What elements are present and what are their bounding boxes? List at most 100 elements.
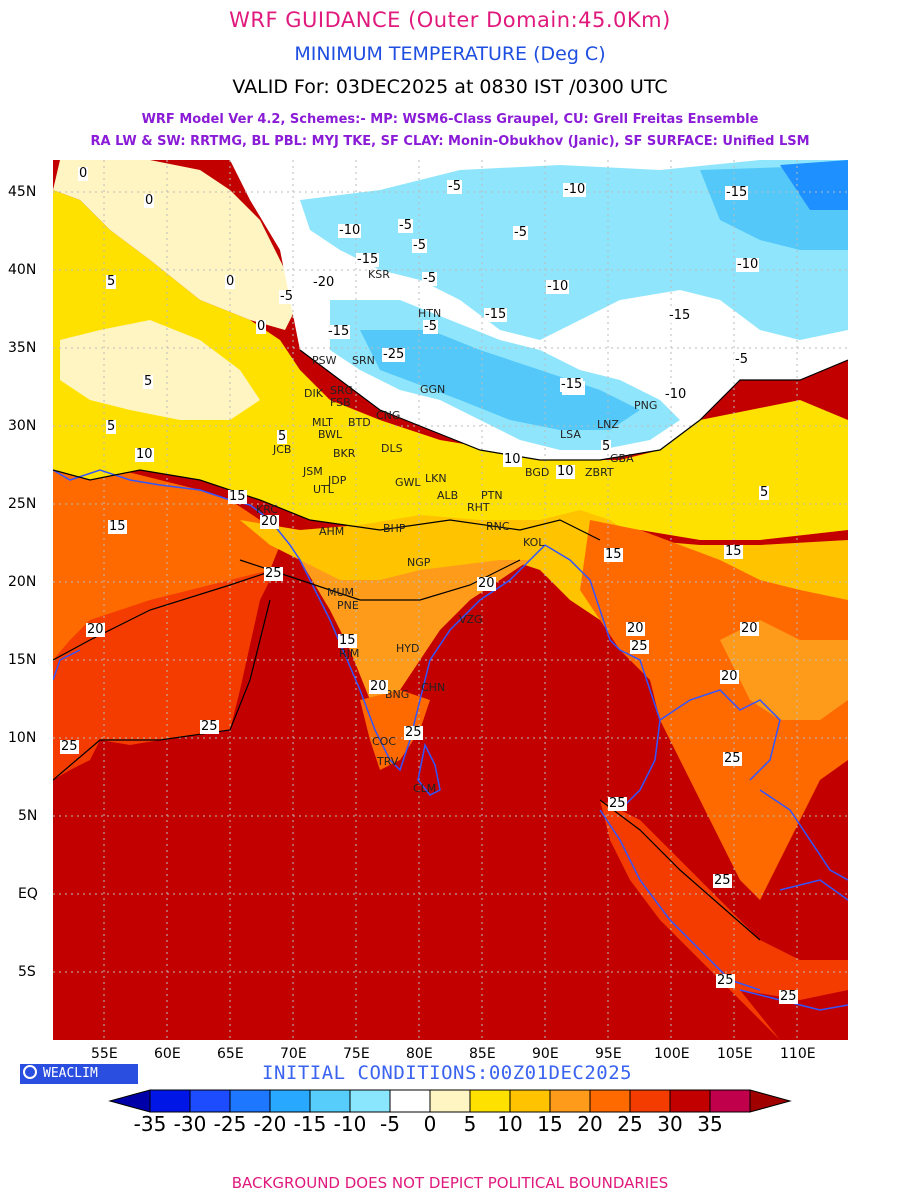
model-info-line2: RA LW & SW: RRTMG, BL PBL: MYJ TKE, SF C… [90, 134, 810, 149]
contour-label: 25 [630, 639, 649, 654]
station-label: DLS [381, 442, 403, 455]
contour-label: -5 [422, 271, 437, 286]
station-label: FSB [330, 396, 351, 409]
contour-label: -15 [668, 308, 692, 323]
station-label: GGN [420, 383, 446, 396]
contour-label: 20 [740, 621, 759, 636]
lat-label: 15N [8, 652, 37, 668]
lat-label: 25N [8, 496, 37, 512]
contour-label: 20 [720, 669, 739, 684]
lon-label: 55E [91, 1046, 118, 1062]
contour-label: -25 [382, 347, 406, 362]
station-label: PTN [481, 489, 503, 502]
station-label: BWL [318, 428, 343, 441]
station-label: LNZ [597, 418, 619, 431]
contour-label: 0 [256, 319, 267, 334]
colorbar-box [189, 1089, 231, 1113]
contour-label: 5 [106, 419, 117, 434]
lon-label: 60E [154, 1046, 181, 1062]
colorbar-box [229, 1089, 271, 1113]
contour-label: 25 [716, 973, 735, 988]
lat-label: 5S [18, 964, 36, 980]
station-label: CNG [376, 409, 401, 422]
contour-label: -15 [356, 252, 380, 267]
contour-label: 5 [143, 374, 154, 389]
contour-label: -15 [327, 324, 351, 339]
station-label: CLM [413, 782, 437, 795]
colorbar-box [549, 1089, 591, 1113]
station-label: UTL [313, 483, 334, 496]
colorbar-box [709, 1089, 751, 1113]
station-label: SRG [330, 384, 354, 397]
lat-label: 35N [8, 340, 37, 356]
colorbar-arrow-left [108, 1089, 151, 1113]
station-label: RHT [467, 501, 490, 514]
lon-label: 90E [532, 1046, 559, 1062]
lat-label: 30N [8, 418, 37, 434]
station-label: KRC [256, 503, 278, 516]
contour-label: 0 [225, 274, 236, 289]
station-label: ALB [437, 489, 459, 502]
colorbar-box [389, 1089, 431, 1113]
station-label: KSR [368, 268, 390, 281]
contour-label: 15 [724, 544, 743, 559]
contour-label: -20 [312, 275, 336, 290]
lon-label: 100E [654, 1046, 690, 1062]
contour-label: 15 [108, 519, 127, 534]
contour-label: -15 [725, 185, 749, 200]
contour-label: 25 [200, 719, 219, 734]
contour-label: 25 [404, 725, 423, 740]
lon-label: 65E [217, 1046, 244, 1062]
station-label: LKN [425, 472, 447, 485]
colorbar-box [589, 1089, 631, 1113]
station-label: VZG [459, 613, 483, 626]
station-label: RJM [339, 647, 360, 660]
variable-title: MINIMUM TEMPERATURE (Deg C) [294, 43, 606, 65]
station-label: HTN [418, 307, 442, 320]
contour-label: -10 [338, 223, 362, 238]
contour-label: 0 [144, 193, 155, 208]
contour-label: -5 [412, 238, 427, 253]
contour-label: -10 [563, 182, 587, 197]
station-label: GWL [395, 476, 421, 489]
colorbar-label: -35 [133, 1112, 167, 1136]
contour-label: -15 [560, 377, 584, 392]
contour-label: -15 [484, 307, 508, 322]
station-label: MUM [327, 586, 355, 599]
contour-label: 25 [779, 989, 798, 1004]
contour-label: 15 [338, 633, 357, 648]
lon-label: 70E [280, 1046, 307, 1062]
station-label: BNG [385, 688, 410, 701]
contour-label: 25 [723, 751, 742, 766]
logo-text: WEACLIM [43, 1066, 98, 1081]
colorbar-arrow-right [749, 1089, 792, 1113]
contour-label: 15 [228, 489, 247, 504]
contour-label: 5 [277, 429, 288, 444]
lon-label: 105E [717, 1046, 753, 1062]
station-label: HYD [396, 642, 420, 655]
station-label: AHM [319, 525, 345, 538]
station-label: RNC [486, 520, 510, 533]
colorbar-label: 25 [617, 1112, 643, 1136]
colorbar-label: -15 [293, 1112, 327, 1136]
colorbar-box [669, 1089, 711, 1113]
station-label: PNE [337, 599, 359, 612]
station-label: PSW [312, 354, 337, 367]
colorbar-label: 15 [537, 1112, 563, 1136]
station-label: GBA [610, 452, 634, 465]
colorbar-label: -10 [333, 1112, 367, 1136]
station-label: JSM [303, 465, 323, 478]
station-label: COC [372, 735, 397, 748]
contour-label: -5 [423, 319, 438, 334]
station-label: BGD [525, 466, 550, 479]
colorbar-label: 35 [697, 1112, 723, 1136]
contour-label: 10 [556, 464, 575, 479]
contour-label: -5 [447, 179, 462, 194]
colorbar-box [309, 1089, 351, 1113]
contour-label: 5 [759, 485, 770, 500]
colorbar-box [509, 1089, 551, 1113]
colorbar-label: -30 [173, 1112, 207, 1136]
lon-label: 85E [469, 1046, 496, 1062]
